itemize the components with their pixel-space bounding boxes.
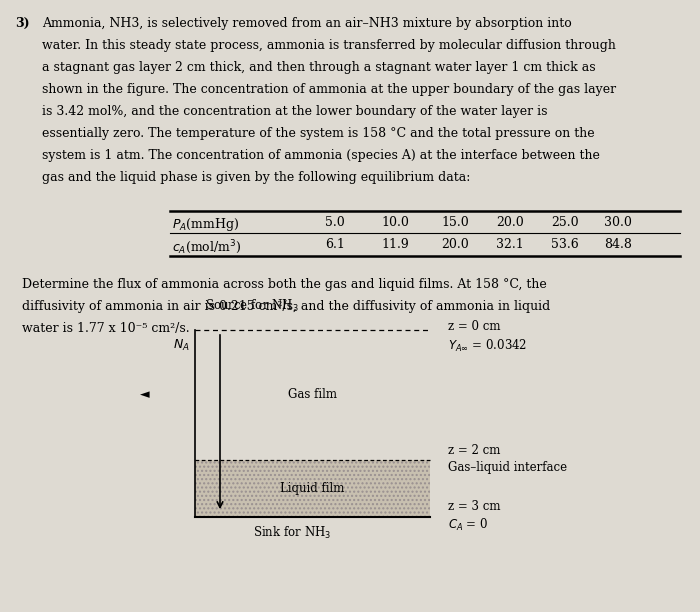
- Text: Liquid film: Liquid film: [280, 482, 344, 495]
- Text: a stagnant gas layer 2 cm thick, and then through a stagnant water layer 1 cm th: a stagnant gas layer 2 cm thick, and the…: [42, 61, 596, 74]
- Text: 30.0: 30.0: [604, 216, 632, 229]
- Text: 3): 3): [15, 17, 29, 30]
- Text: $Y_{A\infty}$ = 0.0342: $Y_{A\infty}$ = 0.0342: [448, 338, 527, 354]
- Text: 11.9: 11.9: [381, 238, 409, 251]
- Text: water. In this steady state process, ammonia is transferred by molecular diffusi: water. In this steady state process, amm…: [42, 39, 616, 52]
- Text: $C_A$ = 0: $C_A$ = 0: [448, 517, 488, 533]
- Text: 32.1: 32.1: [496, 238, 524, 251]
- Text: shown in the figure. The concentration of ammonia at the upper boundary of the g: shown in the figure. The concentration o…: [42, 83, 616, 96]
- Text: diffusivity of ammonia in air is 0.215 cm²/s, and the diffusivity of ammonia in : diffusivity of ammonia in air is 0.215 c…: [22, 300, 550, 313]
- Text: 20.0: 20.0: [441, 238, 469, 251]
- Text: gas and the liquid phase is given by the following equilibrium data:: gas and the liquid phase is given by the…: [42, 171, 470, 184]
- Text: Gas–liquid interface: Gas–liquid interface: [448, 461, 567, 474]
- Text: 25.0: 25.0: [551, 216, 579, 229]
- Text: $c_A$(mol/m$^3$): $c_A$(mol/m$^3$): [172, 238, 241, 256]
- Bar: [195, 460, 430, 517]
- Text: Sink for NH$_3$: Sink for NH$_3$: [253, 525, 332, 541]
- Text: Gas film: Gas film: [288, 389, 337, 401]
- Text: 6.1: 6.1: [325, 238, 345, 251]
- Text: 5.0: 5.0: [325, 216, 345, 229]
- Text: z = 3 cm: z = 3 cm: [448, 501, 500, 513]
- Text: $N_A$: $N_A$: [174, 338, 190, 353]
- Text: 20.0: 20.0: [496, 216, 524, 229]
- Text: Determine the flux of ammonia across both the gas and liquid films. At 158 °C, t: Determine the flux of ammonia across bot…: [22, 278, 547, 291]
- Text: water is 1.77 x 10⁻⁵ cm²/s.: water is 1.77 x 10⁻⁵ cm²/s.: [22, 322, 190, 335]
- Text: ◄: ◄: [140, 389, 150, 401]
- Text: Ammonia, NH3, is selectively removed from an air–NH3 mixture by absorption into: Ammonia, NH3, is selectively removed fro…: [42, 17, 572, 30]
- Text: 15.0: 15.0: [441, 216, 469, 229]
- Text: system is 1 atm. The concentration of ammonia (species A) at the interface betwe: system is 1 atm. The concentration of am…: [42, 149, 600, 162]
- Text: Source for NH$_3$: Source for NH$_3$: [205, 298, 298, 314]
- Text: 84.8: 84.8: [604, 238, 632, 251]
- Text: $P_A$(mmHg): $P_A$(mmHg): [172, 216, 239, 233]
- Text: z = 2 cm: z = 2 cm: [448, 444, 500, 457]
- Text: 53.6: 53.6: [551, 238, 579, 251]
- Text: 10.0: 10.0: [381, 216, 409, 229]
- Text: is 3.42 mol%, and the concentration at the lower boundary of the water layer is: is 3.42 mol%, and the concentration at t…: [42, 105, 547, 118]
- Text: z = 0 cm: z = 0 cm: [448, 319, 500, 332]
- Text: essentially zero. The temperature of the system is 158 °C and the total pressure: essentially zero. The temperature of the…: [42, 127, 594, 140]
